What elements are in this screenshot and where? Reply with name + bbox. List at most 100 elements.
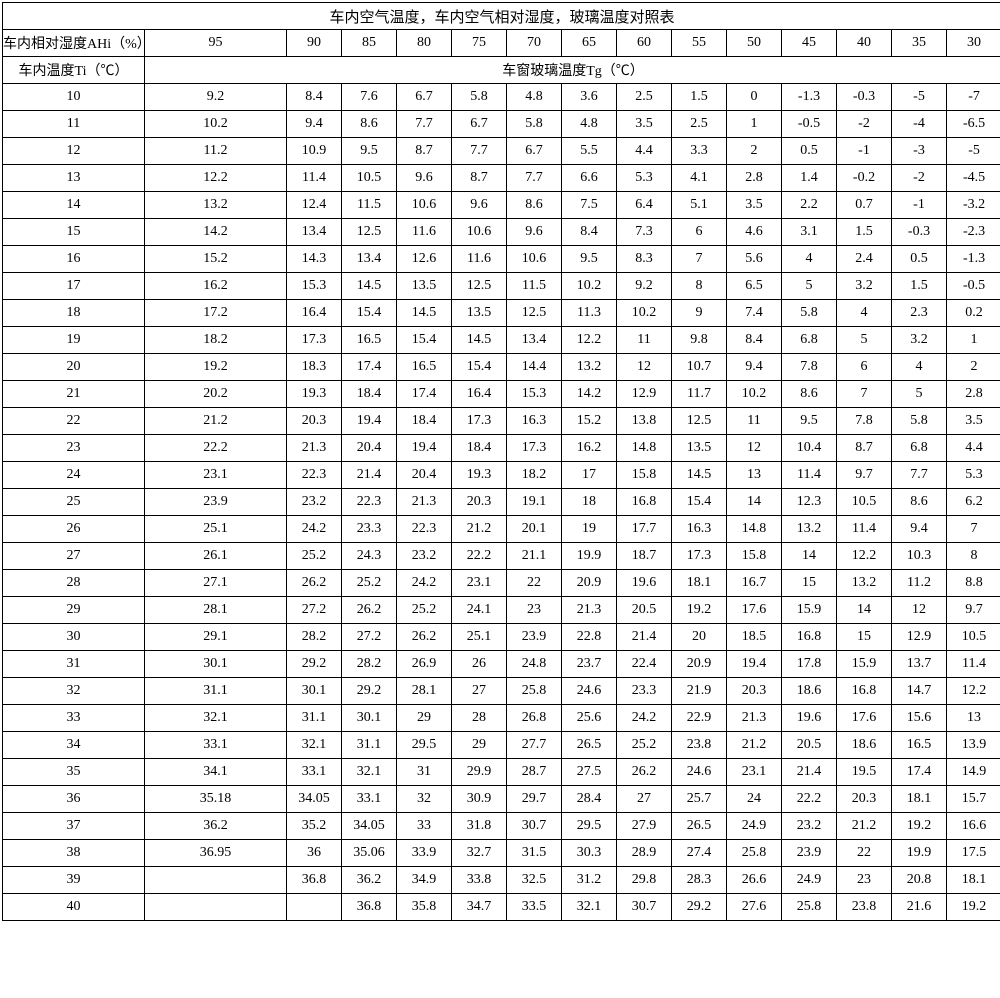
data-cell: 35.06	[342, 840, 397, 867]
data-cell: 24.9	[782, 867, 837, 894]
data-cell: 25.6	[562, 705, 617, 732]
data-cell: 10.3	[892, 543, 947, 570]
data-cell: -0.3	[892, 219, 947, 246]
table-row: 3635.1834.0533.13230.929.728.42725.72422…	[3, 786, 1000, 813]
data-cell: 23.8	[837, 894, 892, 921]
humidity-col: 65	[562, 30, 617, 57]
data-cell: 29	[397, 705, 452, 732]
data-cell: 7.6	[342, 84, 397, 111]
data-cell: 13.4	[342, 246, 397, 273]
data-cell: 33	[397, 813, 452, 840]
data-cell: 6.7	[507, 138, 562, 165]
data-cell: 34.1	[145, 759, 287, 786]
data-cell: -2	[892, 165, 947, 192]
table-row: 3231.130.129.228.12725.824.623.321.920.3…	[3, 678, 1000, 705]
data-cell: 26.2	[397, 624, 452, 651]
data-cell: 10.5	[947, 624, 1000, 651]
data-cell: 20.5	[782, 732, 837, 759]
data-cell: 17.4	[892, 759, 947, 786]
data-cell: 25.2	[617, 732, 672, 759]
data-cell: 6.2	[947, 489, 1000, 516]
data-cell: 23.3	[342, 516, 397, 543]
data-cell: 16.5	[342, 327, 397, 354]
data-cell: 28	[452, 705, 507, 732]
data-cell: 7.5	[562, 192, 617, 219]
data-cell: 16.5	[892, 732, 947, 759]
data-cell: 29.7	[507, 786, 562, 813]
data-cell: 18.4	[342, 381, 397, 408]
data-cell: 18	[562, 489, 617, 516]
data-cell: 17.3	[287, 327, 342, 354]
data-cell: 6	[672, 219, 727, 246]
data-cell: 12.3	[782, 489, 837, 516]
temp-row-label: 16	[3, 246, 145, 273]
data-cell: 14.5	[452, 327, 507, 354]
data-cell: 8.6	[507, 192, 562, 219]
data-cell: 4.4	[947, 435, 1000, 462]
data-cell: 15.4	[397, 327, 452, 354]
data-cell: 36.8	[342, 894, 397, 921]
data-cell: 15.2	[562, 408, 617, 435]
data-cell: 21.3	[727, 705, 782, 732]
data-cell: 9.4	[727, 354, 782, 381]
table-row: 2726.125.224.323.222.221.119.918.717.315…	[3, 543, 1000, 570]
data-cell: 15.7	[947, 786, 1000, 813]
data-cell: 15.4	[342, 300, 397, 327]
data-cell: -5	[892, 84, 947, 111]
data-cell: 20	[672, 624, 727, 651]
temp-row-label: 33	[3, 705, 145, 732]
data-cell: 10.6	[507, 246, 562, 273]
data-cell: 23.9	[782, 840, 837, 867]
table-row: 109.28.47.66.75.84.83.62.51.50-1.3-0.3-5…	[3, 84, 1000, 111]
data-cell: 9.5	[562, 246, 617, 273]
data-cell: 19.5	[837, 759, 892, 786]
data-cell: 3.5	[727, 192, 782, 219]
temp-row-label: 28	[3, 570, 145, 597]
data-cell: 12.4	[287, 192, 342, 219]
data-cell: 12	[727, 435, 782, 462]
data-cell: 20.5	[617, 597, 672, 624]
data-cell: 20.4	[342, 435, 397, 462]
data-cell: 7.7	[397, 111, 452, 138]
data-cell: 5.8	[452, 84, 507, 111]
data-cell: 17.4	[397, 381, 452, 408]
data-cell: 31.2	[562, 867, 617, 894]
data-cell: 13.4	[507, 327, 562, 354]
data-cell: 21.4	[782, 759, 837, 786]
data-cell: 28.9	[617, 840, 672, 867]
data-cell: 22.4	[617, 651, 672, 678]
data-cell: -1	[837, 138, 892, 165]
data-cell: 15.9	[782, 597, 837, 624]
data-cell: 6.8	[892, 435, 947, 462]
humidity-col: 35	[892, 30, 947, 57]
data-cell: 33.5	[507, 894, 562, 921]
data-cell: 17.8	[782, 651, 837, 678]
temp-row-label: 36	[3, 786, 145, 813]
data-cell: 30.1	[145, 651, 287, 678]
data-cell: 14.2	[145, 219, 287, 246]
data-cell: 11.4	[837, 516, 892, 543]
data-cell: 9.2	[145, 84, 287, 111]
table-row: 1817.216.415.414.513.512.511.310.297.45.…	[3, 300, 1000, 327]
data-cell: 31.8	[452, 813, 507, 840]
temp-row-label: 37	[3, 813, 145, 840]
data-cell: 10.7	[672, 354, 727, 381]
data-cell: -7	[947, 84, 1000, 111]
data-cell: 14.4	[507, 354, 562, 381]
data-cell: 33.1	[287, 759, 342, 786]
data-cell: 0.5	[782, 138, 837, 165]
data-cell: 13.2	[782, 516, 837, 543]
data-cell: 22.3	[342, 489, 397, 516]
table-row: 1918.217.316.515.414.513.412.2119.88.46.…	[3, 327, 1000, 354]
data-cell: 12.9	[892, 624, 947, 651]
data-cell: 4.6	[727, 219, 782, 246]
data-cell: 7	[947, 516, 1000, 543]
data-cell: 14.7	[892, 678, 947, 705]
data-cell: 20.9	[672, 651, 727, 678]
data-cell: 16.7	[727, 570, 782, 597]
data-cell: 14.5	[342, 273, 397, 300]
data-cell: 32.7	[452, 840, 507, 867]
data-cell: 23.1	[145, 462, 287, 489]
data-cell: 30.1	[342, 705, 397, 732]
data-cell: 25.2	[287, 543, 342, 570]
